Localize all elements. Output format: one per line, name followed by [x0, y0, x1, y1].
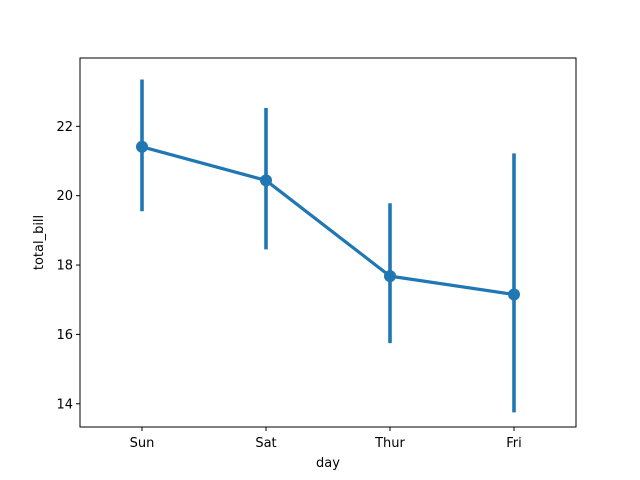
data-point-sun: [136, 140, 148, 153]
y-tick-label: 14: [56, 397, 73, 412]
data-point-fri: [508, 288, 520, 301]
y-tick-label: 18: [56, 259, 73, 274]
y-tick-label: 20: [56, 189, 73, 204]
data-point-sat: [260, 174, 272, 187]
x-axis: Sun Sat Thur Fri: [130, 427, 522, 451]
data-point-thur: [384, 270, 396, 283]
x-tick-label: Sun: [130, 436, 155, 451]
x-axis-label: day: [316, 456, 340, 471]
y-tick-label: 22: [56, 120, 73, 135]
series-layer: [136, 79, 520, 413]
x-tick-label: Fri: [506, 436, 522, 451]
plot-frame: [79, 57, 577, 428]
y-axis: 14 16 18 20 22: [56, 120, 80, 412]
series-line: [141, 145, 515, 297]
y-tick-label: 16: [56, 328, 73, 343]
y-axis-label: total_bill: [32, 215, 47, 270]
plot-area: [80, 58, 576, 427]
x-tick-label: Sat: [255, 436, 276, 451]
x-tick-label: Thur: [374, 436, 405, 451]
